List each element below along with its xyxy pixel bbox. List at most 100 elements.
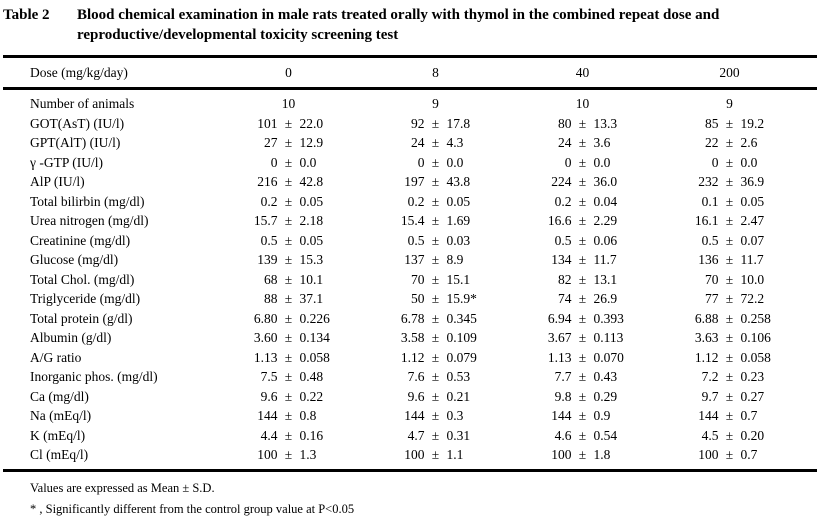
sd-value: 11.7: [593, 252, 617, 267]
table-row: Creatinine (mg/dl) 0.5 ±0.05 0.5 ±0.03 0.5 ±0.…: [3, 231, 817, 251]
value-cell: 100 ±0.7: [656, 445, 803, 465]
value-cell: 92 ±17.8: [362, 114, 509, 134]
value-cell: 0.2 ±0.04: [509, 192, 656, 212]
table-caption: Blood chemical examination in male rats …: [77, 5, 817, 45]
plus-minus: ±: [725, 408, 734, 423]
mean-value: 7.6: [407, 369, 425, 384]
mean-value: 136: [698, 252, 719, 267]
plus-minus: ±: [725, 447, 734, 462]
sd-value: 1.8: [593, 447, 611, 462]
plus-minus: ±: [284, 447, 293, 462]
plus-minus: ±: [284, 271, 293, 287]
mean-value: 137: [404, 252, 425, 267]
row-label: Urea nitrogen (mg/dl): [30, 213, 149, 228]
value-cell: 70 ±15.1: [362, 270, 509, 290]
table-row: Ca (mg/dl) 9.6 ±0.22 9.6 ±0.21 9.8 ±0.29 9.7 ±0.…: [3, 387, 817, 407]
sd-value: 1.3: [299, 447, 317, 462]
plus-minus: ±: [431, 271, 440, 287]
mean-value: 77: [705, 291, 719, 306]
header-rule: [3, 87, 817, 90]
value-cell: 3.60 ±0.134: [215, 328, 362, 348]
plus-minus: ±: [578, 388, 587, 404]
sd-value: 0.8: [299, 408, 317, 423]
plus-minus: ±: [578, 193, 587, 209]
value-cell: 137 ±8.9: [362, 250, 509, 270]
sd-value: 2.29: [593, 213, 618, 228]
row-label: AlP (IU/l): [30, 174, 85, 189]
sd-value: 0.3: [446, 408, 464, 423]
mean-value: 1.13: [253, 349, 278, 365]
plus-minus: ±: [725, 213, 734, 228]
sd-value: 0.0: [740, 154, 758, 170]
row-label: Ca (mg/dl): [30, 388, 89, 404]
value-cell: 0.2 ±0.05: [362, 192, 509, 212]
table-row: Inorganic phos. (mg/dl) 7.5 ±0.48 7.6 ±0.53 7…: [3, 367, 817, 387]
sd-value: 2.6: [740, 135, 758, 150]
mean-value: 144: [404, 408, 425, 423]
sd-value: 0.27: [740, 388, 765, 404]
plus-minus: ±: [431, 232, 440, 248]
value-cell: 0.1 ±0.05: [656, 192, 803, 212]
dose-value: 0: [285, 64, 292, 80]
mean-value: 6.94: [547, 310, 572, 326]
value-cell: 3.63 ±0.106: [656, 328, 803, 348]
sd-value: 15.9*: [446, 291, 477, 306]
plus-minus: ±: [431, 388, 440, 404]
sd-value: 13.1: [593, 271, 618, 287]
sd-value: 36.9: [740, 174, 765, 189]
sd-value: 0.54: [593, 427, 618, 443]
plus-minus: ±: [431, 349, 440, 365]
plus-minus: ±: [725, 427, 734, 443]
plus-minus: ±: [284, 115, 293, 131]
sd-value: 37.1: [299, 291, 324, 306]
value-cell: 1.12 ±0.079: [362, 348, 509, 368]
plus-minus: ±: [431, 135, 440, 150]
table-row: Albumin (g/dl) 3.60 ±0.134 3.58 ±0.109 3.67 ±0…: [3, 328, 817, 348]
sd-value: 0.23: [740, 369, 765, 384]
mean-value: 70: [705, 271, 719, 287]
plus-minus: ±: [284, 330, 293, 345]
plus-minus: ±: [578, 174, 587, 189]
value-cell: 85 ±19.2: [656, 114, 803, 134]
plus-minus: ±: [431, 174, 440, 189]
plus-minus: ±: [284, 135, 293, 150]
plus-minus: ±: [284, 408, 293, 423]
value-cell: 27 ±12.9: [215, 133, 362, 153]
sd-value: 0.0: [593, 154, 611, 170]
table-row: Number of animals 10 9 10 9: [3, 94, 817, 114]
plus-minus: ±: [578, 115, 587, 131]
plus-minus: ±: [284, 193, 293, 209]
mean-value: 0.5: [260, 232, 278, 248]
mean-value: 3.58: [400, 330, 425, 345]
mean-value: 24: [558, 135, 572, 150]
plus-minus: ±: [431, 213, 440, 228]
value-cell: 4.6 ±0.54: [509, 426, 656, 446]
sd-value: 1.69: [446, 213, 471, 228]
plus-minus: ±: [431, 369, 440, 384]
sd-value: 0.16: [299, 427, 324, 443]
plus-minus: ±: [284, 388, 293, 404]
sd-value: 0.29: [593, 388, 618, 404]
sd-value: 0.22: [299, 388, 324, 404]
mean-value: 100: [551, 447, 572, 462]
sd-value: 0.106: [740, 330, 771, 345]
mean-value: 100: [404, 447, 425, 462]
mean-value: 16.6: [547, 213, 572, 228]
value-cell: 136 ±11.7: [656, 250, 803, 270]
mean-value: 0.2: [554, 193, 572, 209]
mean-value: 6.80: [253, 310, 278, 326]
value-cell: 4.4 ±0.16: [215, 426, 362, 446]
table-row: Urea nitrogen (mg/dl) 15.7 ±2.18 15.4 ±1.69 1…: [3, 211, 817, 231]
value-cell: 232 ±36.9: [656, 172, 803, 192]
mean-value: 4.6: [554, 427, 572, 443]
value-cell: 16.6 ±2.29: [509, 211, 656, 231]
plus-minus: ±: [431, 330, 440, 345]
mean-value: 4.7: [407, 427, 425, 443]
value-cell: 197 ±43.8: [362, 172, 509, 192]
mean-value: 139: [257, 252, 278, 267]
table-row: Total Chol. (mg/dl) 68 ±10.1 70 ±15.1 82 ±13.1…: [3, 270, 817, 290]
plus-minus: ±: [725, 154, 734, 170]
value-cell: 88 ±37.1: [215, 289, 362, 309]
sd-value: 0.058: [299, 349, 330, 365]
row-label: K (mEq/l): [30, 427, 86, 443]
